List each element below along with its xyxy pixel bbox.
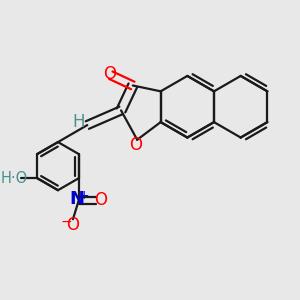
Text: N: N [70,190,85,208]
Text: H·O: H·O [1,171,28,186]
Text: O: O [103,65,116,83]
Text: −: − [61,215,72,229]
Text: O: O [66,215,80,233]
Text: O: O [129,136,142,154]
Text: H: H [73,113,85,131]
Text: +: + [79,189,89,202]
Text: O: O [94,191,107,209]
